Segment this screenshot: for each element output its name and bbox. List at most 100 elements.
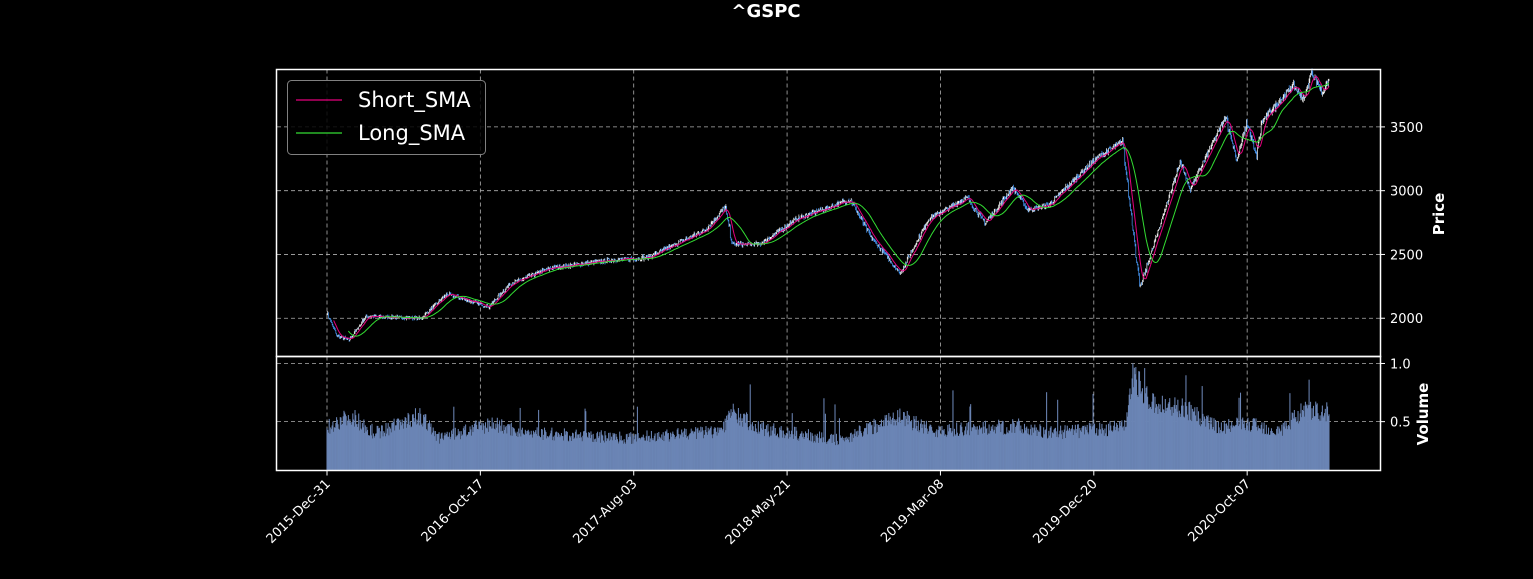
volume-bar — [945, 436, 947, 471]
volume-bar — [402, 423, 404, 471]
volume-bar — [1091, 426, 1093, 471]
volume-bar — [541, 429, 543, 471]
volume-bar — [1006, 427, 1008, 471]
volume-bar — [640, 437, 642, 471]
volume-bar — [790, 434, 792, 471]
volume-bar — [876, 424, 878, 471]
volume-bar — [976, 426, 978, 471]
volume-bar — [335, 423, 337, 471]
volume-bar — [962, 436, 964, 471]
volume-bar — [804, 431, 807, 471]
volume-bar — [874, 426, 876, 471]
volume-bar — [619, 431, 621, 471]
volume-bar — [559, 437, 561, 471]
volume-bar — [841, 438, 843, 471]
volume-bar — [633, 439, 635, 471]
volume-bar — [1298, 421, 1301, 471]
volume-bar — [969, 406, 971, 471]
volume-bar — [1119, 425, 1121, 471]
volume-bar — [390, 432, 392, 471]
volume-bar — [664, 431, 666, 471]
volume-bar — [1307, 405, 1309, 471]
volume-bar — [367, 429, 369, 471]
volume-bar — [1258, 428, 1260, 471]
volume-bar — [718, 427, 720, 471]
volume-bar — [689, 433, 692, 471]
volume-bar — [1200, 424, 1202, 471]
volume-bar — [1327, 416, 1329, 471]
volume-bar — [616, 439, 619, 471]
volume-bar — [966, 423, 968, 471]
volume-bar — [766, 432, 768, 471]
volume-bar — [726, 415, 728, 471]
volume-bar — [522, 433, 524, 471]
volume-bar — [645, 436, 647, 471]
volume-bar — [632, 443, 634, 471]
volume-bar — [1269, 434, 1271, 471]
volume-bar — [1189, 401, 1191, 471]
volume-bar — [850, 432, 852, 471]
volume-bar — [540, 437, 542, 471]
volume-bar — [1265, 424, 1267, 471]
volume-bar — [695, 427, 697, 471]
volume-bar — [549, 433, 551, 471]
volume-bar — [628, 433, 630, 471]
volume-bar — [755, 428, 757, 471]
volume-bar — [342, 416, 344, 471]
volume-bar — [849, 442, 851, 471]
volume-bar — [578, 434, 580, 471]
volume-bar — [469, 426, 471, 471]
volume-bar — [980, 427, 982, 471]
volume-bar — [785, 432, 787, 471]
volume-bar — [529, 435, 531, 471]
volume-bar — [572, 433, 574, 471]
volume-bar — [1139, 380, 1141, 471]
volume-bar — [1084, 425, 1086, 471]
volume-bar — [1206, 417, 1208, 471]
volume-bar — [964, 430, 966, 471]
volume-bar — [479, 425, 481, 471]
volume-bar — [1044, 430, 1046, 471]
volume-bar — [771, 430, 773, 471]
volume-bar — [678, 434, 680, 471]
volume-bar — [735, 413, 737, 471]
volume-bar — [988, 424, 990, 471]
volume-bar — [1307, 408, 1309, 471]
volume-bar — [334, 427, 336, 471]
volume-bar — [593, 442, 595, 471]
volume-bar — [990, 426, 992, 471]
volume-bar — [973, 425, 975, 471]
volume-bar — [427, 423, 429, 471]
volume-bar — [1147, 408, 1149, 471]
volume-bar — [1014, 432, 1016, 471]
volume-bar — [1207, 415, 1209, 471]
volume-bar — [518, 433, 520, 471]
volume-bar — [1089, 426, 1091, 471]
volume-bar — [1110, 425, 1112, 471]
volume-bar — [911, 430, 913, 471]
volume-bar — [451, 434, 453, 471]
volume-bar — [660, 438, 662, 471]
volume-bar — [588, 432, 590, 471]
volume-bar — [956, 432, 958, 471]
volume-bar — [1181, 398, 1183, 471]
volume-bar — [1299, 413, 1301, 471]
volume-bar — [359, 420, 361, 471]
volume-bar — [852, 434, 854, 471]
volume-bar — [746, 412, 748, 471]
volume-bar — [1220, 430, 1222, 471]
volume-bar — [527, 429, 529, 471]
volume-bar — [336, 419, 338, 471]
volume-bar — [1037, 429, 1039, 471]
volume-bar — [894, 419, 896, 471]
volume-bar — [543, 434, 545, 471]
volume-bar — [1131, 378, 1133, 471]
volume-bar — [560, 435, 562, 471]
volume-bar — [385, 423, 387, 471]
volume-bar — [1320, 420, 1322, 471]
volume-bar — [443, 435, 445, 471]
volume-bar — [1202, 413, 1204, 471]
volume-bar — [1149, 408, 1151, 471]
volume-bar — [1148, 404, 1150, 471]
volume-bar — [1256, 427, 1258, 471]
